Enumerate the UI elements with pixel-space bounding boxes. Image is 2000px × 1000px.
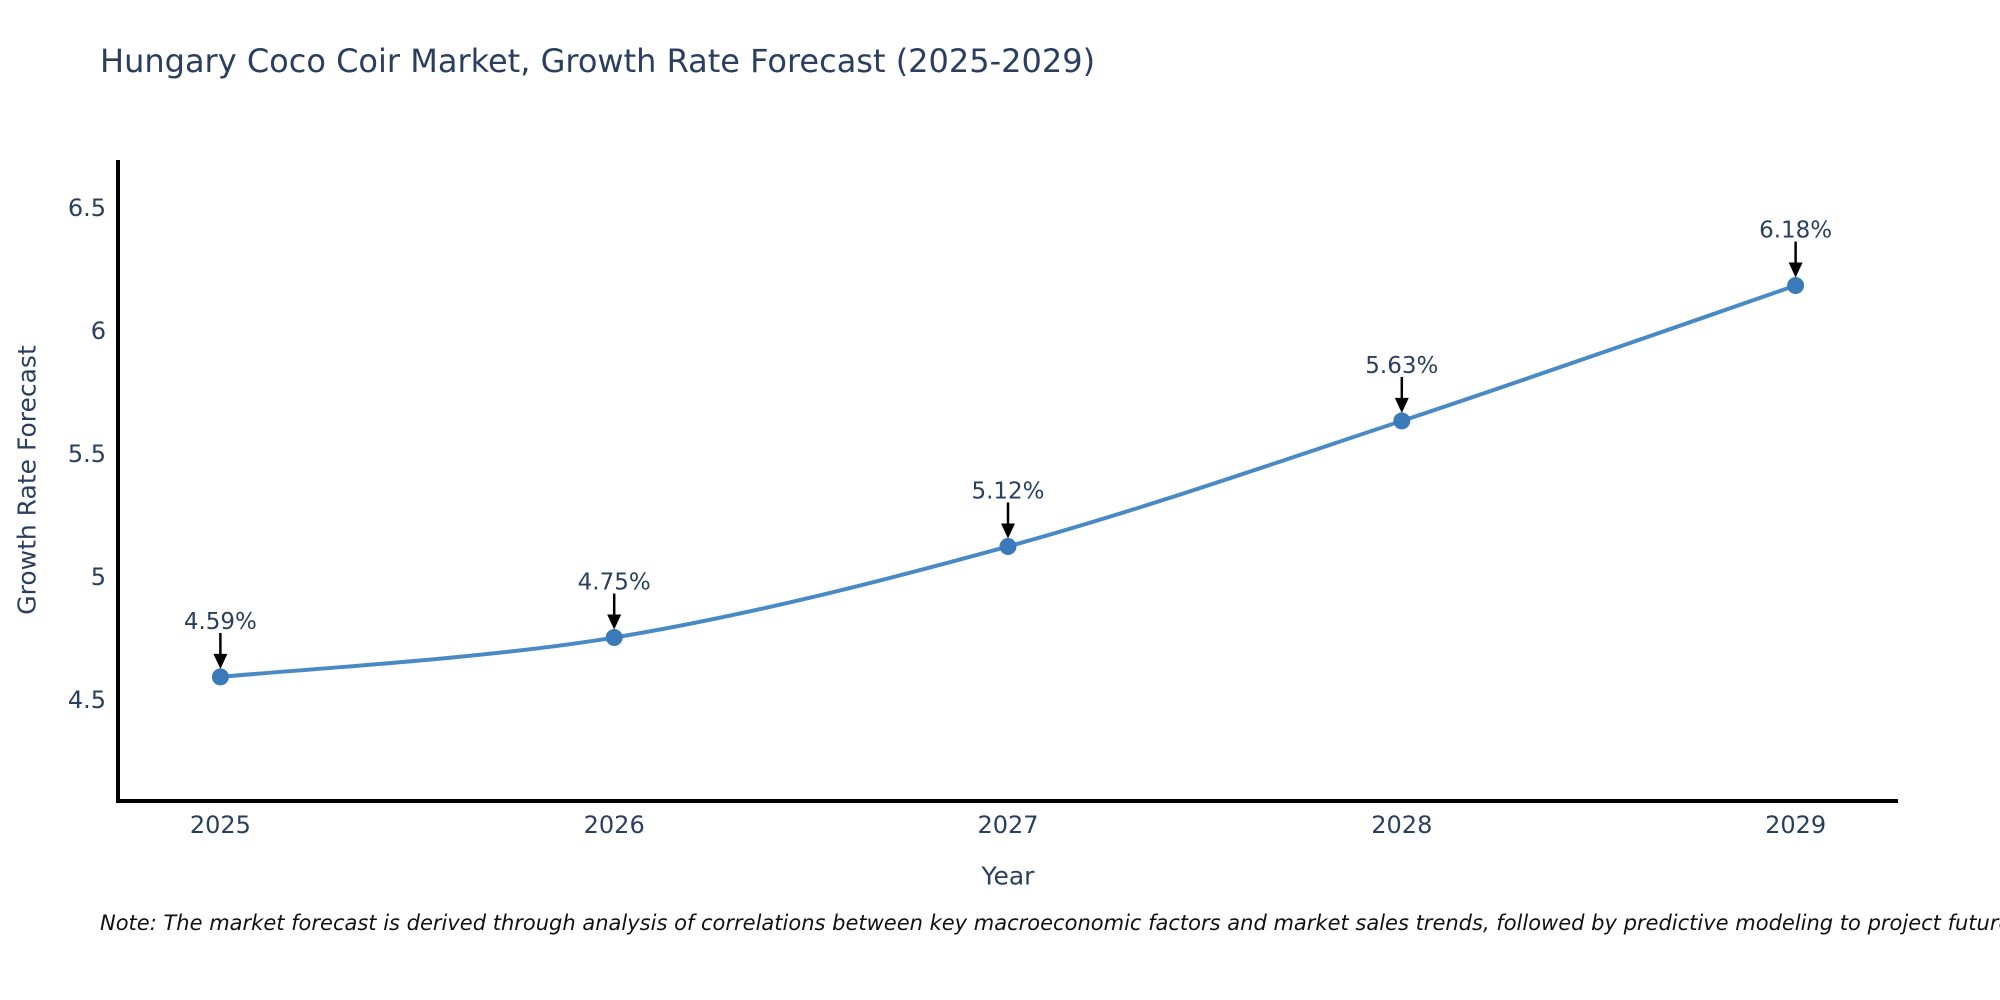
- annotation-arrow-head: [213, 653, 228, 669]
- annotation-label: 6.18%: [1759, 218, 1832, 244]
- annotation-arrow-head: [1394, 397, 1409, 413]
- annotation-label: 4.75%: [578, 570, 651, 596]
- data-point-2027: [999, 537, 1017, 555]
- data-point-2028: [1393, 412, 1411, 430]
- y-tick-label: 5: [91, 563, 106, 591]
- data-point-2026: [605, 629, 623, 647]
- x-tick-label: 2027: [977, 811, 1038, 839]
- annotation-arrow-head: [1001, 523, 1015, 539]
- annotation-label: 4.59%: [184, 609, 257, 635]
- y-tick-label: 6: [91, 317, 106, 345]
- annotation-label: 5.63%: [1365, 353, 1438, 379]
- y-tick-label: 4.5: [68, 686, 106, 714]
- x-tick-label: 2026: [584, 811, 645, 839]
- data-point-2025: [211, 668, 229, 686]
- annotation-arrow-head: [607, 614, 622, 630]
- x-tick-label: 2028: [1371, 811, 1432, 839]
- y-tick-label: 5.5: [68, 440, 106, 468]
- footnote: Note: The market forecast is derived thr…: [100, 911, 2000, 935]
- x-tick-label: 2025: [190, 811, 251, 839]
- x-tick-label: 2029: [1765, 811, 1826, 839]
- data-point-2029: [1787, 277, 1805, 295]
- y-tick-label: 6.5: [68, 194, 106, 222]
- annotation-arrow-head: [1788, 262, 1803, 278]
- chart-title: Hungary Coco Coir Market, Growth Rate Fo…: [100, 42, 1096, 80]
- x-axis-title: Year: [981, 861, 1035, 891]
- annotation-label: 5.12%: [971, 478, 1044, 504]
